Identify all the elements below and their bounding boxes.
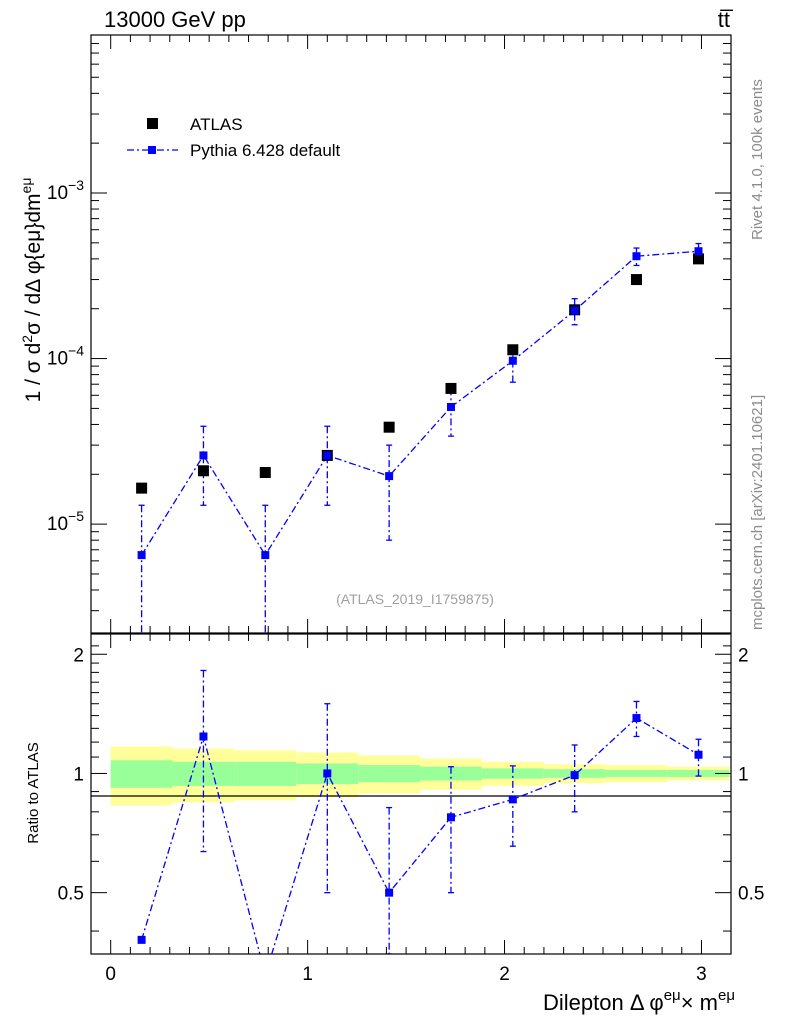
main-y-axis-title: 1 / σ d2σ / dΔ φ{eμ}dmeμ <box>18 178 45 403</box>
ratio-y-tick-label-right: 0.5 <box>738 884 764 905</box>
pythia-point <box>508 356 517 365</box>
process-label: tt̅ <box>718 7 734 32</box>
legend-label-pythia: Pythia 6.428 default <box>190 141 341 160</box>
x-axis-title: Dilepton Δ φeμ× meμ <box>543 987 735 1015</box>
ratio-pythia-point <box>199 732 208 741</box>
legend-marker-atlas <box>147 118 158 129</box>
pythia-point <box>446 402 455 411</box>
x-tick-label: 0 <box>105 964 116 985</box>
pythia-line <box>141 250 699 557</box>
ratio-y-tick-label-right: 2 <box>738 645 749 666</box>
band-stat <box>110 760 173 788</box>
main-plot-data <box>136 242 705 633</box>
ratio-pythia-point <box>508 795 517 804</box>
rivet-version-label: Rivet 4.1.0, 100k events <box>749 79 766 240</box>
atlas-point <box>693 253 705 265</box>
atlas-point <box>197 465 209 477</box>
x-tick-label: 2 <box>499 964 510 985</box>
ratio-plot-data <box>137 669 703 954</box>
x-tick-label: 3 <box>696 964 707 985</box>
ratio-pythia-point <box>446 813 455 822</box>
ratio-y-tick-label-right: 1 <box>738 764 749 785</box>
ratio-pythia-point <box>632 714 641 723</box>
ratio-pythia-point <box>385 888 394 897</box>
atlas-point <box>259 467 271 479</box>
pythia-point <box>385 472 394 481</box>
mcplots-source-label: mcplots.cern.ch [arXiv:2401.10621] <box>749 395 766 630</box>
y-tick-label: 10−3 <box>47 177 84 204</box>
legend-marker-pythia <box>148 146 156 154</box>
pythia-point <box>570 306 579 315</box>
ratio-panel-frame <box>90 633 732 955</box>
ratio-uncertainty-bands <box>110 746 730 806</box>
legend: ATLAS Pythia 6.428 default <box>127 115 341 160</box>
y-tick-label: 10−4 <box>47 343 84 370</box>
ratio-y-tick-label: 2 <box>73 645 84 666</box>
atlas-point <box>136 482 148 494</box>
atlas-point <box>630 274 642 286</box>
x-tick-label: 1 <box>302 964 313 985</box>
ratio-pythia-point <box>694 750 703 759</box>
axis-ticks <box>91 35 731 954</box>
analysis-id-watermark: (ATLAS_2019_I1759875) <box>336 591 494 607</box>
ratio-pythia-point <box>137 935 146 944</box>
legend-label-atlas: ATLAS <box>190 115 243 134</box>
pythia-point <box>694 247 703 256</box>
pythia-point <box>199 451 208 460</box>
ratio-y-tick-label: 1 <box>73 764 84 785</box>
atlas-point <box>507 344 519 356</box>
band-stat <box>481 768 544 779</box>
pythia-point <box>137 551 146 560</box>
ratio-pythia-point <box>570 771 579 780</box>
pythia-point <box>632 252 641 261</box>
ratio-pythia-point <box>323 769 332 778</box>
pythia-point <box>261 551 270 560</box>
band-stat <box>234 761 297 786</box>
ratio-y-tick-label: 0.5 <box>58 884 84 905</box>
main-panel-frame <box>90 34 732 634</box>
ratio-y-axis-title: Ratio to ATLAS <box>25 742 42 843</box>
y-tick-label: 10−5 <box>47 508 84 535</box>
band-stat <box>605 770 668 777</box>
pythia-point <box>323 451 332 460</box>
atlas-point <box>445 382 457 394</box>
band-stat <box>358 765 421 783</box>
energy-label: 13000 GeV pp <box>104 7 246 32</box>
atlas-point <box>383 421 395 433</box>
ratio-pythia-line <box>140 717 699 954</box>
